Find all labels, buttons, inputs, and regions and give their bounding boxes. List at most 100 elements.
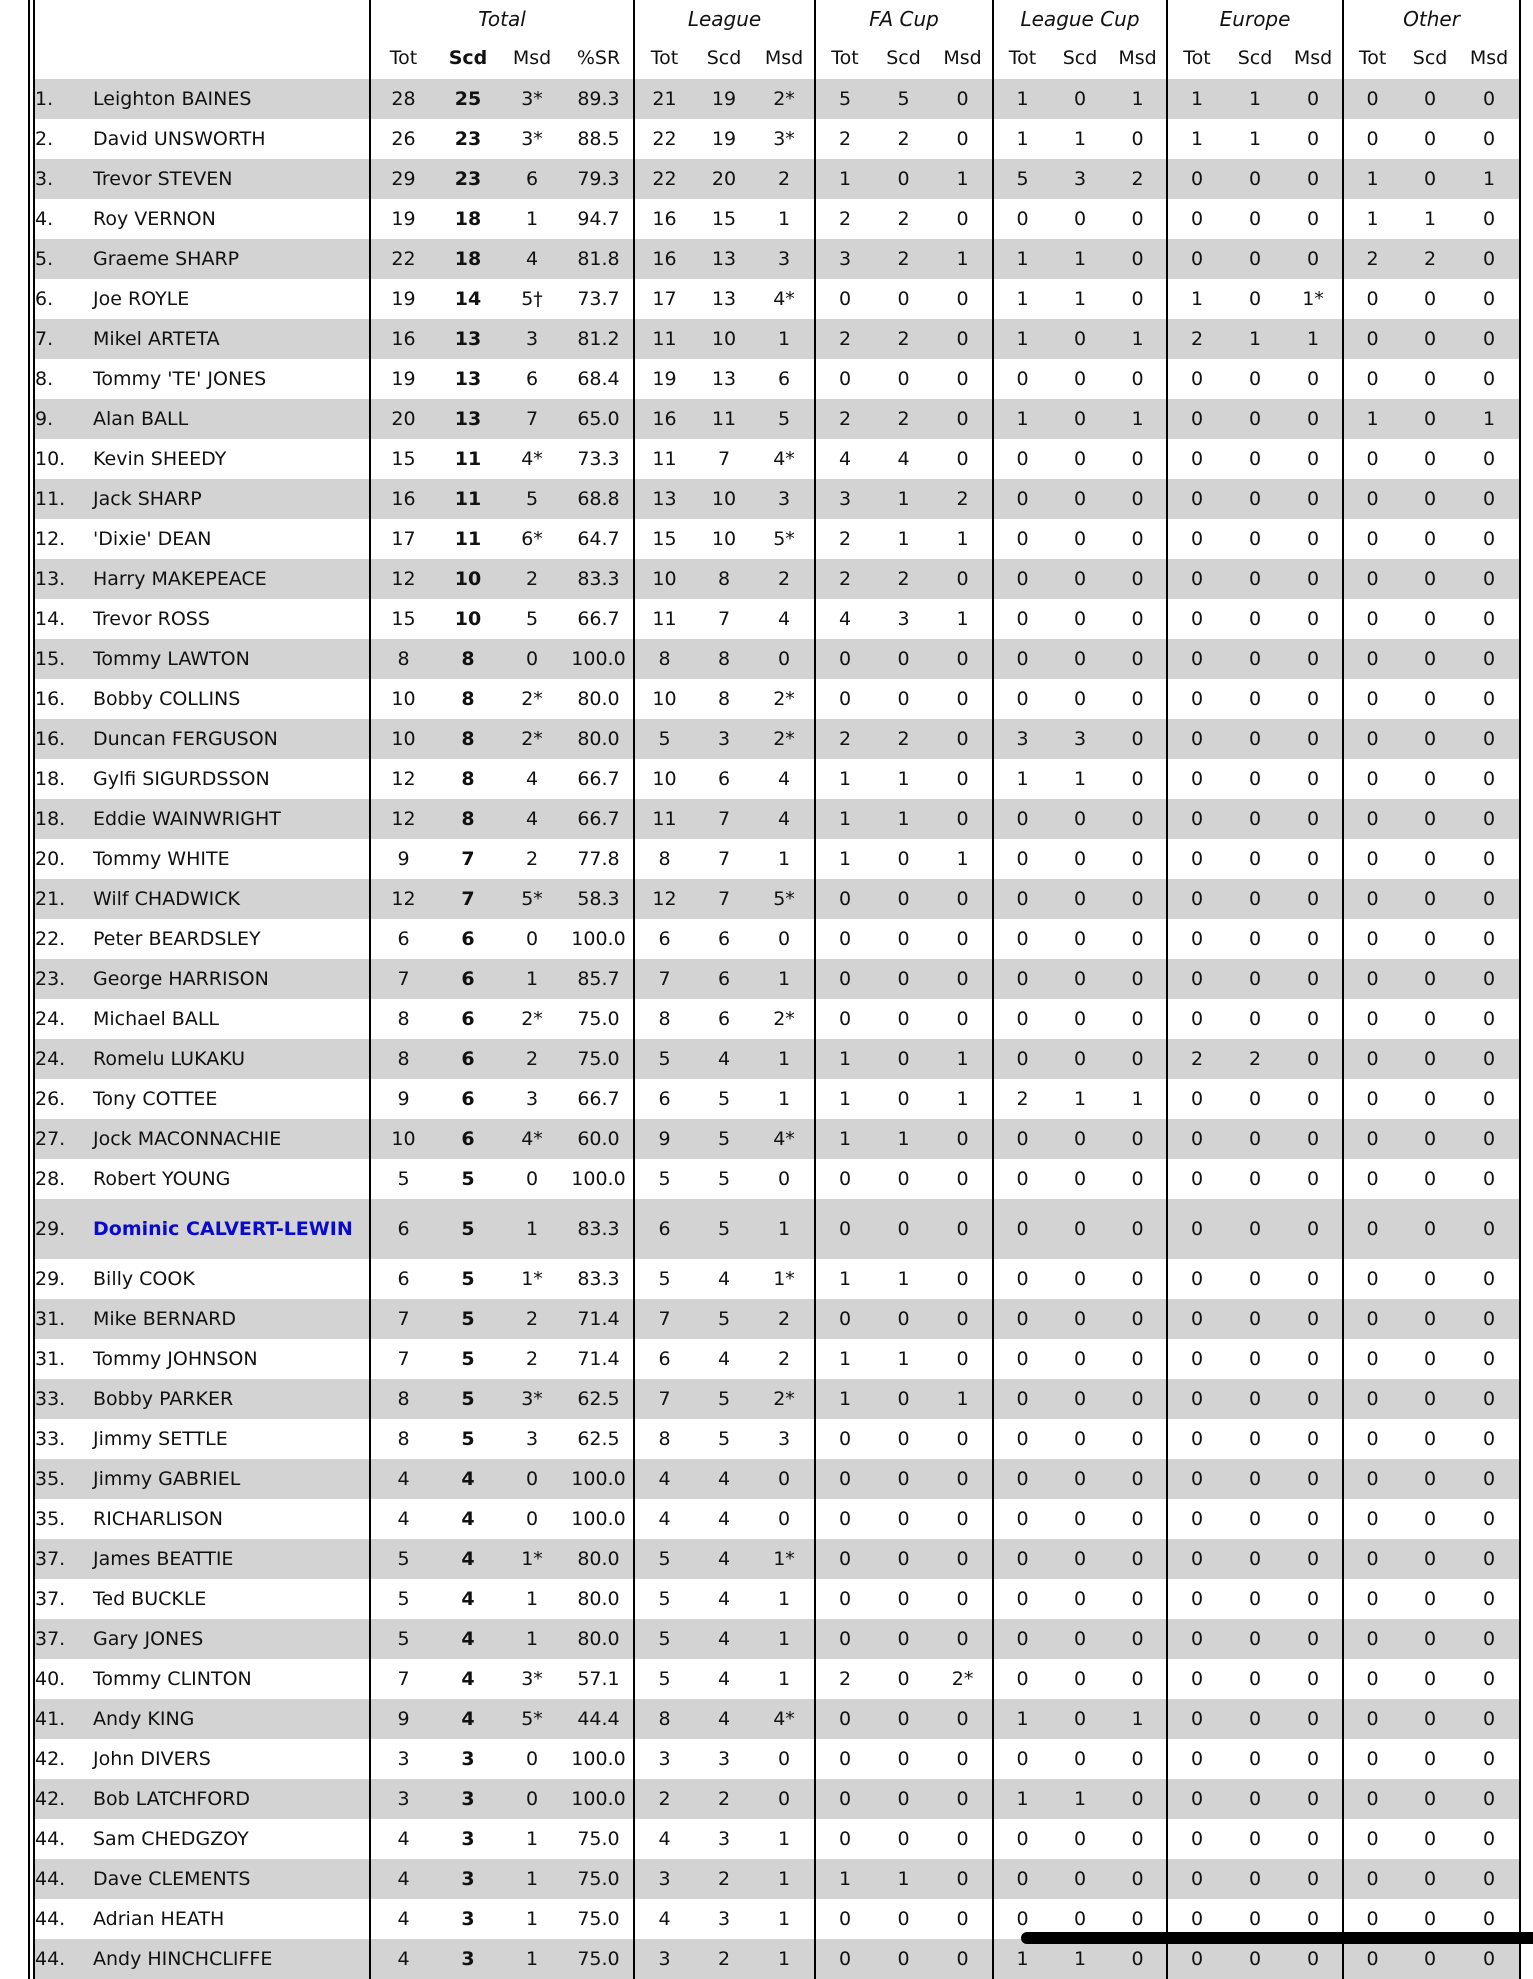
stat-cell: 0	[754, 639, 817, 679]
stat-cell: 0	[1459, 1079, 1522, 1119]
stat-cell: 7	[436, 879, 500, 919]
stat-cell: 0	[1051, 559, 1110, 599]
stat-cell: 0	[1401, 1779, 1460, 1819]
stat-cell: 8	[717, 688, 731, 710]
stat-cell: 1	[815, 799, 875, 839]
stat-cell: 2	[1226, 1039, 1285, 1079]
stat-cell: 4	[717, 1508, 731, 1530]
stat-cell: 1*	[1284, 279, 1345, 319]
horizontal-scrollbar[interactable]	[1021, 1932, 1533, 1944]
stat-cell: 0	[1109, 1499, 1169, 1539]
stat-cell: 7	[717, 448, 731, 470]
stat-cell: 0	[933, 199, 995, 239]
stat-cell: 0	[1051, 799, 1110, 839]
stat-cell: 0	[1016, 448, 1029, 470]
stat-cell: 0	[1343, 1199, 1402, 1259]
stat-cell: 6	[461, 1088, 475, 1110]
stat-cell: 0	[1459, 1119, 1522, 1159]
rank-cell: 40.	[35, 1668, 66, 1690]
player-name: Dave CLEMENTS	[93, 1859, 371, 1899]
stat-cell: 8	[436, 799, 500, 839]
stat-cell: 57.1	[564, 1659, 636, 1699]
stat-cell: 0	[933, 919, 995, 959]
column-header-total-msd: Msd	[512, 47, 552, 69]
stat-cell: 3	[1051, 719, 1110, 759]
stat-cell: 0	[1284, 1619, 1345, 1659]
table-row: 12. 'Dixie' DEAN 17 11 6* 64.7 15 10 5* 2 1 1 0 0 0 0 0 0…	[35, 519, 1522, 559]
stat-cell: 3*	[521, 1668, 543, 1690]
stat-cell: 2	[874, 719, 934, 759]
column-header-other-scd: Scd	[1412, 47, 1448, 69]
stat-cell: 9	[397, 848, 410, 870]
stat-cell: 0	[1459, 319, 1522, 359]
stat-cell: 1	[754, 1659, 817, 1699]
table-row: 16. Duncan FERGUSON 10 8 2* 80.0 5 3 2* 2 2 0 3 3 0 0 0 0…	[35, 719, 1522, 759]
stat-cell: 0	[1190, 1668, 1204, 1690]
stat-cell: 5	[500, 479, 564, 519]
stat-cell: 83.3	[564, 1199, 636, 1259]
stat-cell: 0	[874, 1459, 934, 1499]
stat-cell: 0	[1459, 1779, 1522, 1819]
player-name[interactable]: Dominic CALVERT-LEWIN	[93, 1199, 371, 1259]
stat-cell: 1	[525, 1588, 539, 1610]
stat-cell: 8	[634, 1699, 695, 1739]
stat-cell: 0	[1459, 359, 1522, 399]
player-name: Mike BERNARD	[93, 1299, 371, 1339]
stat-cell: 0	[1167, 1119, 1227, 1159]
stat-cell: 0	[1190, 1748, 1204, 1770]
stat-cell: 2*	[754, 999, 817, 1039]
stat-cell: 0	[1424, 768, 1437, 790]
stat-cell: 0	[874, 1619, 934, 1659]
stat-cell: 75.0	[564, 1819, 636, 1859]
stat-cell: 0	[1401, 1699, 1460, 1739]
stat-cell: 0	[1073, 1168, 1087, 1190]
stat-cell: 0	[1284, 1159, 1345, 1199]
stat-cell: 9	[397, 1088, 410, 1110]
stat-cell: 1	[1459, 159, 1522, 199]
stat-cell: 0	[1424, 1908, 1437, 1930]
stat-cell: 0	[1284, 519, 1345, 559]
stat-cell: 5	[754, 399, 817, 439]
stat-cell: 0	[815, 1539, 875, 1579]
table-row: 35. Jimmy GABRIEL 4 4 0 100.0 4 4 0 0 0 0 0 0 0 0 0 0 0 0 0	[35, 1459, 1522, 1499]
stat-cell: 1	[525, 1828, 539, 1850]
stat-cell: 2	[500, 1299, 564, 1339]
stat-cell: 1	[525, 1908, 539, 1930]
stat-cell: 0	[1073, 1668, 1087, 1690]
stat-cell: 0	[1167, 1299, 1227, 1339]
stat-cell: 0	[1366, 688, 1379, 710]
stat-cell: 0	[1109, 1039, 1169, 1079]
stat-cell: 2	[694, 1779, 755, 1819]
player-name: Andy HINCHCLIFFE	[93, 1939, 371, 1979]
stat-cell: 0	[1459, 919, 1522, 959]
stat-cell: 0	[1016, 848, 1029, 870]
stat-cell: 1	[1248, 128, 1262, 150]
stat-cell: 0	[838, 928, 852, 950]
stat-cell: 2	[815, 399, 875, 439]
stat-cell: 1	[993, 1779, 1052, 1819]
player-name: Tommy WHITE	[93, 839, 371, 879]
player-name: Bob LATCHFORD	[93, 1779, 371, 1819]
stat-cell: 6	[397, 1268, 410, 1290]
stat-cell: 0	[1424, 128, 1437, 150]
stat-cell: 0	[1459, 439, 1522, 479]
stat-cell: 1	[1051, 1779, 1110, 1819]
stat-cell: 0	[1190, 448, 1204, 470]
stat-cell: 0	[1343, 1119, 1402, 1159]
stat-cell: 0	[1109, 919, 1169, 959]
stat-cell: 1	[754, 959, 817, 999]
stat-cell: 1	[754, 1079, 817, 1119]
stat-cell: 0	[815, 1939, 875, 1979]
stat-cell: 75.0	[564, 1899, 636, 1939]
rank-cell: 11.	[35, 479, 93, 519]
stat-cell: 2	[815, 319, 875, 359]
stat-cell: 2	[874, 559, 934, 599]
stat-cell: 0	[1051, 319, 1110, 359]
stat-cell: 0	[838, 1168, 852, 1190]
stat-cell: 4	[694, 1699, 755, 1739]
stat-cell: 2	[897, 208, 910, 230]
stat-cell: 2	[1401, 239, 1460, 279]
stat-cell: 0	[1226, 1539, 1285, 1579]
stat-cell: 0	[1190, 928, 1204, 950]
stat-cell: 1	[815, 1039, 875, 1079]
